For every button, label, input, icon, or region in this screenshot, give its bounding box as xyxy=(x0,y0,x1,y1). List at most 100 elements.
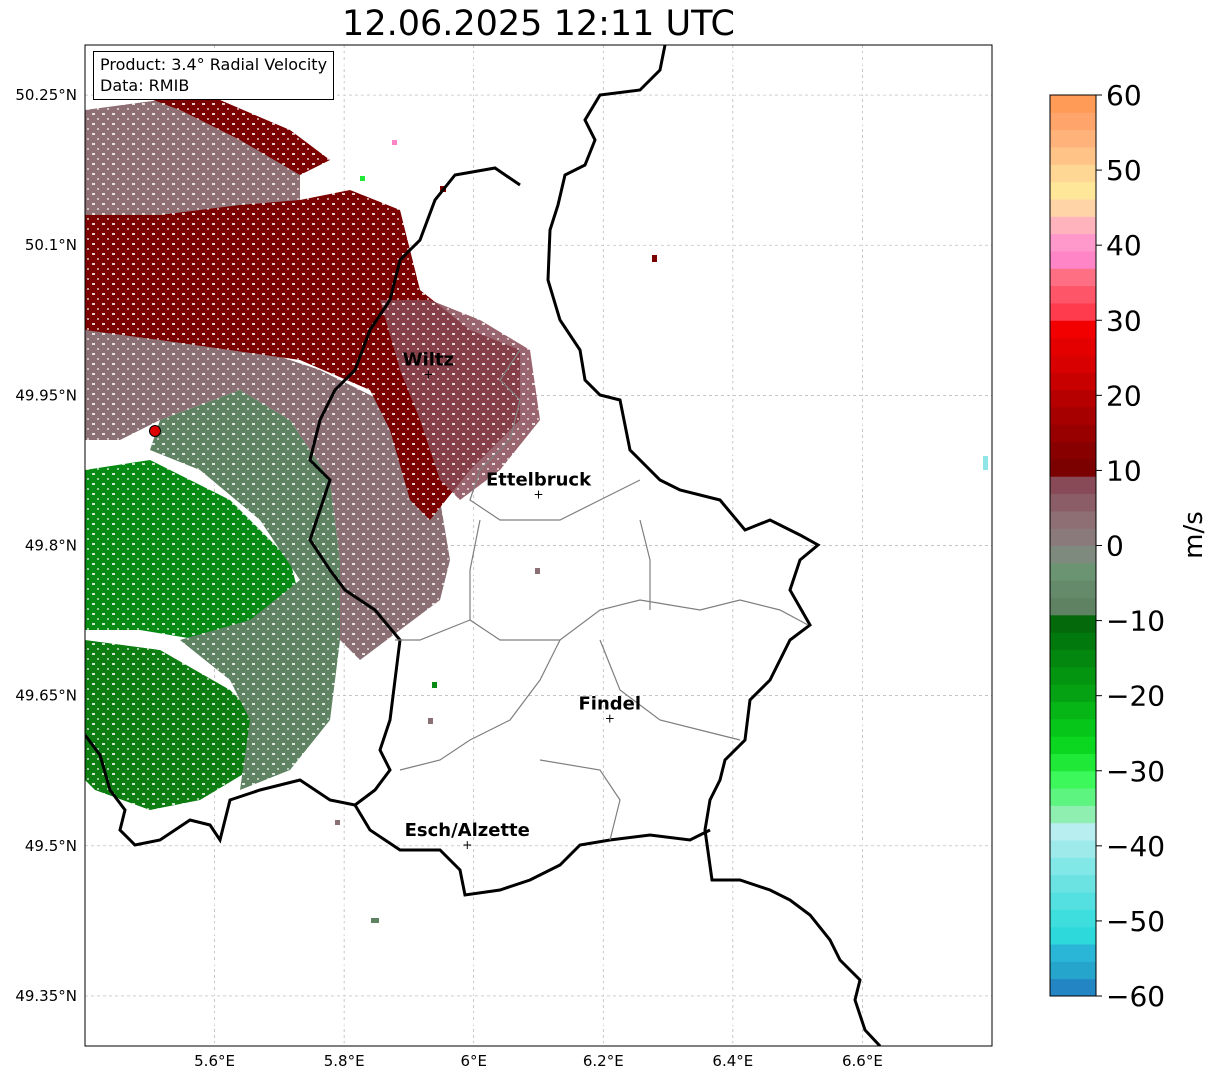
data-source-label: Data: RMIB xyxy=(100,76,190,95)
colorbar-swatch xyxy=(1050,892,1096,910)
colorbar-swatch xyxy=(1050,701,1096,720)
radar-echoes xyxy=(85,45,992,1046)
colorbar-swatch xyxy=(1050,562,1096,581)
lon-tick-label: 6.6°E xyxy=(842,1052,883,1070)
product-info-box: Product: 3.4° Radial Velocity Data: RMIB xyxy=(93,51,335,100)
colorbar-swatch xyxy=(1050,597,1096,616)
colorbar-swatch xyxy=(1050,268,1096,287)
city-label: Esch/Alzette xyxy=(405,820,530,841)
colorbar-tick-label: −20 xyxy=(1106,680,1165,713)
lat-tick-label: 50.25°N xyxy=(15,86,77,104)
colorbar-swatch xyxy=(1050,632,1096,650)
lat-tick-label: 50.1°N xyxy=(25,236,77,254)
lat-tick-label: 49.35°N xyxy=(15,987,77,1005)
radar-site-marker xyxy=(149,425,161,437)
colorbar-tick-label: 20 xyxy=(1106,379,1142,412)
colorbar-swatch xyxy=(1050,233,1096,252)
colorbar-swatch xyxy=(1050,424,1096,443)
colorbar-swatch xyxy=(1050,874,1096,893)
city-label: Findel xyxy=(578,694,641,715)
lon-tick-label: 5.8°E xyxy=(324,1052,365,1070)
canton-borders xyxy=(395,349,809,841)
colorbar-swatch xyxy=(1050,926,1096,945)
colorbar-swatch xyxy=(1050,250,1096,269)
colorbar-tick-label: −30 xyxy=(1106,755,1165,788)
lat-tick-label: 49.95°N xyxy=(15,386,77,404)
colorbar-swatch xyxy=(1050,354,1096,373)
colorbar-swatch xyxy=(1050,406,1096,425)
lon-tick-label: 5.6°E xyxy=(194,1052,235,1070)
colorbar-tick-label: 40 xyxy=(1106,229,1142,262)
colorbar-swatch xyxy=(1050,510,1096,529)
country-border-france-belgium xyxy=(85,734,356,847)
colorbar-swatch xyxy=(1050,649,1096,668)
lat-tick-label: 49.5°N xyxy=(25,837,77,855)
borders xyxy=(85,45,882,1046)
axis-ticks: 5.6°E 5.8°E 6°E 6.2°E 6.4°E 6.6°E 50.25°N 50.1°… xyxy=(15,86,883,1070)
colorbar-swatch xyxy=(1050,372,1096,391)
colorbar-swatch xyxy=(1050,961,1096,980)
lat-tick-label: 49.65°N xyxy=(15,687,77,705)
colorbar-swatch xyxy=(1050,718,1096,737)
colorbar-swatch xyxy=(1050,909,1096,928)
colorbar-tick-label: 30 xyxy=(1106,304,1142,337)
map-frame xyxy=(84,44,993,1047)
lat-tick-label: 49.8°N xyxy=(25,537,77,555)
colorbar-tick-label: −40 xyxy=(1106,830,1165,863)
city-marker: + xyxy=(462,838,472,852)
lon-tick-label: 6°E xyxy=(460,1052,487,1070)
colorbar-swatch xyxy=(1050,112,1096,131)
colorbar-swatch xyxy=(1050,788,1096,806)
colorbar-swatch xyxy=(1050,389,1096,408)
city-label: Wiltz xyxy=(403,349,454,370)
colorbar-swatch xyxy=(1050,493,1096,512)
colorbar-swatch xyxy=(1050,164,1096,183)
product-label: Product: 3.4° Radial Velocity xyxy=(100,55,328,74)
city-marker: + xyxy=(533,487,543,501)
colorbar-swatch xyxy=(1050,545,1096,564)
colorbar-swatch xyxy=(1050,129,1096,148)
city-label: Ettelbruck xyxy=(486,469,592,490)
colorbar-tick-label: −10 xyxy=(1106,605,1165,638)
colorbar-swatch xyxy=(1050,944,1096,962)
colorbar-swatch xyxy=(1050,580,1096,598)
colorbar-swatch xyxy=(1050,666,1096,685)
colorbar-swatch xyxy=(1050,857,1096,876)
country-border-luxembourg-west xyxy=(308,166,711,897)
map-title: 12.06.2025 12:11 UTC xyxy=(342,4,735,44)
city-marker: + xyxy=(423,367,433,381)
colorbar-tick-label: −50 xyxy=(1106,905,1165,938)
colorbar-swatch xyxy=(1050,216,1096,235)
colorbar-swatch xyxy=(1050,476,1096,495)
colorbar-swatch xyxy=(1050,822,1096,841)
colorbar-swatch xyxy=(1050,95,1096,113)
colorbar-swatch xyxy=(1050,840,1096,858)
colorbar-tick-label: 60 xyxy=(1106,79,1142,112)
colorbar-swatch xyxy=(1050,146,1096,165)
colorbar-tick-label: 0 xyxy=(1106,530,1124,563)
colorbar-swatch xyxy=(1050,528,1096,546)
colorbar-tick-label: −60 xyxy=(1106,980,1165,1013)
city-marker: + xyxy=(605,712,615,726)
colorbar-swatch xyxy=(1050,736,1096,754)
colorbar-swatch xyxy=(1050,337,1096,356)
colorbar-swatch xyxy=(1050,458,1096,477)
colorbar: 60 50 40 30 20 10 0 −10 −20 −30 −40 −50 −60 xyxy=(1049,79,1165,1013)
colorbar-swatch xyxy=(1050,198,1096,217)
colorbar-swatch xyxy=(1050,302,1096,321)
colorbar-swatch xyxy=(1050,320,1096,339)
colorbar-swatch xyxy=(1050,770,1096,789)
colorbar-swatch xyxy=(1050,181,1096,200)
colorbar-tick-label: 50 xyxy=(1106,154,1142,187)
lon-tick-label: 6.2°E xyxy=(583,1052,624,1070)
country-border-belgium-luxembourg xyxy=(546,45,882,1046)
city-markers: +Wiltz+Ettelbruck+Findel+Esch/Alzette xyxy=(403,349,641,851)
lon-tick-label: 6.4°E xyxy=(712,1052,753,1070)
colorbar-swatch xyxy=(1050,978,1096,997)
colorbar-swatch xyxy=(1050,753,1096,772)
colorbar-swatch xyxy=(1050,684,1096,702)
colorbar-swatch xyxy=(1050,441,1096,460)
colorbar-swatch xyxy=(1050,805,1096,824)
colorbar-swatch xyxy=(1050,285,1096,304)
